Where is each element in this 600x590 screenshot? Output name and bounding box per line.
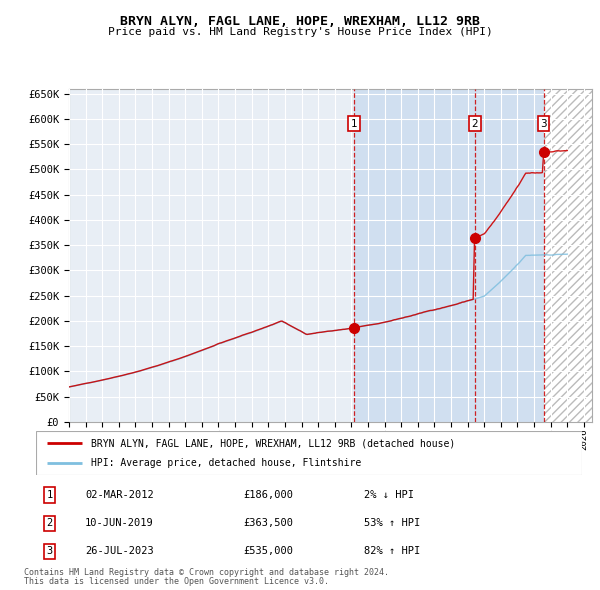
Text: HPI: Average price, detached house, Flintshire: HPI: Average price, detached house, Flin… [91, 458, 361, 467]
Text: 2: 2 [472, 119, 478, 129]
Text: 2: 2 [47, 518, 53, 528]
Text: BRYN ALYN, FAGL LANE, HOPE, WREXHAM, LL12 9RB (detached house): BRYN ALYN, FAGL LANE, HOPE, WREXHAM, LL1… [91, 438, 455, 448]
Text: 1: 1 [351, 119, 358, 129]
Bar [354, 88, 544, 422]
Text: £363,500: £363,500 [244, 518, 293, 528]
Text: 2% ↓ HPI: 2% ↓ HPI [364, 490, 413, 500]
Text: 82% ↑ HPI: 82% ↑ HPI [364, 546, 420, 556]
Text: £535,000: £535,000 [244, 546, 293, 556]
Text: 3: 3 [47, 546, 53, 556]
Text: 10-JUN-2019: 10-JUN-2019 [85, 518, 154, 528]
Text: 1: 1 [47, 490, 53, 500]
Text: £186,000: £186,000 [244, 490, 293, 500]
Text: Price paid vs. HM Land Registry's House Price Index (HPI): Price paid vs. HM Land Registry's House … [107, 27, 493, 37]
Text: 3: 3 [540, 119, 547, 129]
Text: 53% ↑ HPI: 53% ↑ HPI [364, 518, 420, 528]
Bar [544, 88, 592, 422]
FancyBboxPatch shape [36, 431, 582, 475]
Text: 02-MAR-2012: 02-MAR-2012 [85, 490, 154, 500]
Text: Contains HM Land Registry data © Crown copyright and database right 2024.: Contains HM Land Registry data © Crown c… [24, 568, 389, 576]
Text: BRYN ALYN, FAGL LANE, HOPE, WREXHAM, LL12 9RB: BRYN ALYN, FAGL LANE, HOPE, WREXHAM, LL1… [120, 15, 480, 28]
Text: This data is licensed under the Open Government Licence v3.0.: This data is licensed under the Open Gov… [24, 577, 329, 586]
Text: 26-JUL-2023: 26-JUL-2023 [85, 546, 154, 556]
